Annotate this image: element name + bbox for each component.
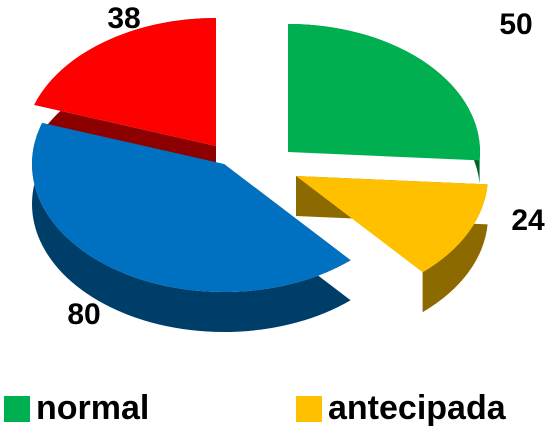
- pie-slice-0: [288, 24, 481, 161]
- data-label-0: 50: [499, 8, 532, 41]
- legend-swatch-antecipada: [296, 395, 322, 422]
- pie-slice-1: [296, 176, 488, 273]
- legend-entry-antecipada: antecipada: [296, 390, 506, 427]
- legend-label-normal: normal: [36, 389, 150, 427]
- data-label-1: 24: [511, 204, 545, 237]
- legend-label-antecipada: antecipada: [328, 389, 506, 427]
- data-label-2: 80: [67, 298, 100, 331]
- chart-legend: normal antecipada: [0, 390, 548, 427]
- pie-slice-side-2: [31, 122, 351, 333]
- pie-slice-2: [31, 122, 351, 293]
- pie-slice-3: [34, 18, 216, 146]
- legend-entry-normal: normal: [4, 390, 149, 427]
- legend-swatch-normal: [4, 395, 30, 422]
- data-label-3: 38: [107, 2, 140, 35]
